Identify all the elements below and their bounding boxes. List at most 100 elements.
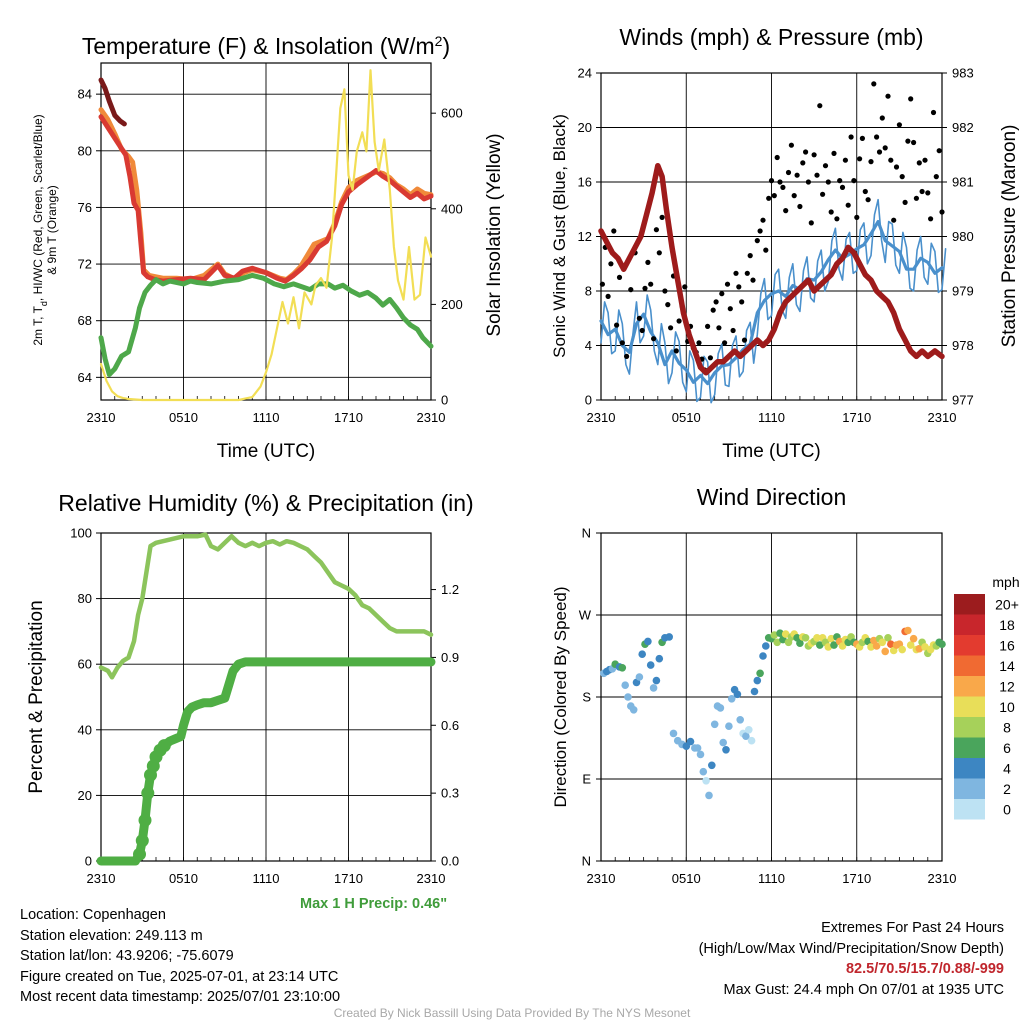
temp-x-label: Time (UTC) (217, 441, 316, 462)
wind-direction-point (736, 716, 744, 724)
wind-direction-point (655, 654, 664, 663)
gust-point (662, 288, 668, 294)
extremes-info: Extremes For Past 24 Hours (High/Low/Max… (699, 918, 1004, 1000)
wind-direction-point (756, 669, 764, 678)
gust-point (930, 109, 937, 116)
wind-direction-point (719, 738, 727, 747)
precipitation-point (141, 786, 155, 800)
temp-y2-label: Solar Insolation (Yellow) (484, 133, 505, 336)
precipitation-point (157, 739, 171, 753)
gust-point (768, 178, 775, 184)
gust-point (696, 340, 702, 346)
elevation-text: Station elevation: 249.113 m (20, 927, 203, 944)
wind-y-tick-label: 12 (578, 229, 592, 244)
wind-direction-point (867, 643, 875, 651)
wind-direction-point (770, 631, 779, 639)
colorbar-swatch (954, 676, 985, 697)
wind-direction-point (635, 673, 644, 681)
wind-y2-tick-label: 983 (952, 66, 974, 81)
gust-point (919, 188, 925, 195)
gust-point (911, 139, 917, 146)
colorbar-label: 16 (999, 637, 1015, 653)
wind-y2-tick-label: 982 (952, 120, 974, 135)
gust-point (777, 179, 783, 185)
gust-point (857, 156, 863, 162)
gust-point (936, 148, 942, 154)
wind-y2-tick-label: 977 (952, 393, 974, 408)
relative-humidity-line (98, 532, 434, 680)
wind-x-tick-label: 1710 (842, 410, 871, 425)
wind-direction-point (727, 695, 736, 703)
wind-direction-point (665, 633, 673, 641)
colorbar-label: 8 (1003, 719, 1011, 735)
gust-point (834, 216, 840, 222)
recent-data-text: Most recent data timestamp: 2025/07/01 2… (20, 989, 341, 1005)
wind-direction-point (702, 777, 710, 785)
dir-title: Wind Direction (697, 484, 847, 510)
colorbar-swatch (954, 594, 985, 615)
max-gust-text: Max Gust: 24.4 mph On 07/01 at 1935 UTC (723, 981, 1004, 998)
wind-y-tick-label: 24 (578, 66, 592, 81)
wind-y-label: Sonic Wind & Gust (Blue, Black) (550, 114, 569, 358)
wind-x-tick-label: 1110 (758, 410, 785, 425)
station-info: Location: Copenhagen Station elevation: … (20, 905, 340, 1008)
gust-point (754, 238, 760, 244)
extremes-description: (High/Low/Max Wind/Precipitation/Snow De… (698, 940, 1004, 957)
wind-direction-point (696, 750, 705, 759)
wind-direction-point (686, 737, 695, 746)
gust-point (760, 217, 766, 223)
wind-y2-tick-label: 979 (952, 284, 974, 299)
gust-point (722, 340, 728, 346)
wind-direction-point (725, 722, 733, 730)
wind-y-tick-label: 0 (585, 393, 592, 408)
wind-direction-point (621, 681, 629, 689)
gust-point (845, 202, 851, 208)
gust-point (800, 160, 806, 166)
rh-title: Relative Humidity (%) & Precipitation (i… (58, 490, 473, 516)
wind-direction-point (693, 744, 702, 752)
gust-point (913, 195, 920, 201)
gust-point (888, 157, 894, 163)
wind-direction-point (762, 642, 770, 650)
rh-x-tick-label: 2310 (417, 871, 446, 886)
temp-y-label-line2: & 9m T (Orange) (45, 185, 59, 275)
gust-point (766, 195, 772, 201)
gust-point (928, 216, 934, 222)
wind-y2-tick-label: 978 (952, 338, 974, 353)
temp-x-tick-label: 2310 (87, 410, 116, 425)
gust-point (780, 184, 786, 190)
precipitation-point (133, 847, 146, 861)
wind-direction-point (618, 664, 627, 672)
rh-x-tick-label: 1710 (334, 871, 363, 886)
temp-y-tick-label: 72 (78, 257, 92, 272)
gust-point (774, 154, 780, 161)
gust-point (837, 178, 843, 184)
speed-colorbar: mph 20+ 18 16 14 12 10 8 6 4 2 0 (954, 574, 1020, 820)
wind-direction-point (624, 693, 632, 701)
gust-point (676, 318, 682, 324)
credit-text: Created By Nick Bassill Using Data Provi… (333, 1006, 691, 1020)
rh-y-tick-label: 40 (78, 722, 92, 737)
temp-x-tick-label: 1710 (334, 410, 363, 425)
gust-point (794, 172, 800, 178)
wind-direction-point (838, 642, 847, 650)
wind-direction-point (750, 687, 759, 696)
max-precip-text: Max 1 H Precip: 0.46" (300, 896, 448, 912)
rh-y2-tick-label: 0.3 (441, 786, 459, 801)
wind-y-tick-label: 20 (578, 120, 592, 135)
gust-point (741, 337, 748, 343)
temp-y2-tick-label: 200 (441, 297, 463, 312)
dir-x-tick-label: 2310 (928, 871, 957, 886)
wind-direction-point (909, 634, 918, 643)
wind-y-tick-label: 16 (578, 175, 592, 190)
wind-direction-point (904, 626, 912, 635)
gust-point (616, 274, 623, 280)
wind-direction-point (881, 647, 889, 656)
dir-x-tick-label: 1710 (842, 871, 871, 886)
wind-direction-point (716, 704, 725, 712)
gust-point (730, 327, 736, 334)
rh-x-tick-label: 0510 (169, 871, 198, 886)
gust-point (839, 184, 846, 190)
precipitation-point (135, 834, 149, 848)
gust-point (736, 284, 742, 290)
